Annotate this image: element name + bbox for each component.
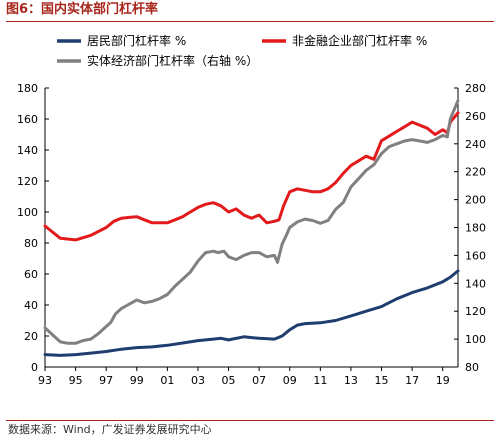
left-tick-label: 0 <box>31 361 38 374</box>
x-tick-label: 99 <box>130 374 144 387</box>
left-tick-label: 100 <box>17 206 38 219</box>
left-tick-label: 160 <box>17 113 38 126</box>
right-tick-label: 200 <box>465 194 486 207</box>
x-tick-label: 15 <box>375 374 389 387</box>
series-line-1 <box>43 269 460 357</box>
legend-label: 居民部门杠杆率 % <box>87 33 186 48</box>
right-tick-label: 140 <box>465 277 486 290</box>
left-tick-label: 180 <box>17 82 38 95</box>
x-tick-label: 01 <box>160 374 174 387</box>
series-line-2 <box>43 111 460 242</box>
legend-label: 非金融企业部门杠杆率 % <box>292 33 427 48</box>
x-tick-label: 93 <box>38 374 52 387</box>
right-tick-label: 180 <box>465 222 486 235</box>
right-tick-label: 280 <box>465 82 486 95</box>
x-tick-label: 13 <box>344 374 358 387</box>
right-tick-label: 220 <box>465 166 486 179</box>
data-source-note: 数据来源：Wind，广发证券发展研究中心 <box>8 423 212 436</box>
x-tick-label: 05 <box>222 374 236 387</box>
chart-axes: 0 20 40 60 80 100 120 140 160 180 80 100 120 140 160 18… <box>17 82 486 387</box>
caption-divider <box>6 21 494 22</box>
x-tick-label: 97 <box>99 374 113 387</box>
x-tick-label: 09 <box>283 374 297 387</box>
right-tick-label: 80 <box>465 361 479 374</box>
right-tick-label: 260 <box>465 110 486 123</box>
source-divider <box>6 420 494 421</box>
right-tick-label: 100 <box>465 333 486 346</box>
legend-label: 实体经济部门杠杆率（右轴 %） <box>87 53 258 68</box>
right-tick-label: 160 <box>465 249 486 262</box>
x-tick-label: 07 <box>252 374 266 387</box>
left-tick-label: 20 <box>24 330 38 343</box>
x-tick-label: 17 <box>405 374 419 387</box>
left-tick-label: 60 <box>24 268 38 281</box>
x-tick-label: 19 <box>436 374 450 387</box>
figure-caption: 图6：国内实体部门杠杆率 <box>6 2 159 17</box>
chart-series <box>43 99 460 357</box>
chart-legend: 居民部门杠杆率 % 非金融企业部门杠杆率 % 实体经济部门杠杆率（右轴 %） <box>57 33 427 68</box>
x-tick-label: 11 <box>313 374 327 387</box>
series-line-3 <box>43 99 460 345</box>
left-tick-label: 140 <box>17 144 38 157</box>
x-tick-label: 03 <box>191 374 205 387</box>
x-tick-label: 95 <box>69 374 83 387</box>
right-tick-label: 120 <box>465 305 486 318</box>
left-tick-label: 80 <box>24 237 38 250</box>
right-tick-label: 240 <box>465 138 486 151</box>
left-tick-label: 40 <box>24 299 38 312</box>
left-tick-label: 120 <box>17 175 38 188</box>
